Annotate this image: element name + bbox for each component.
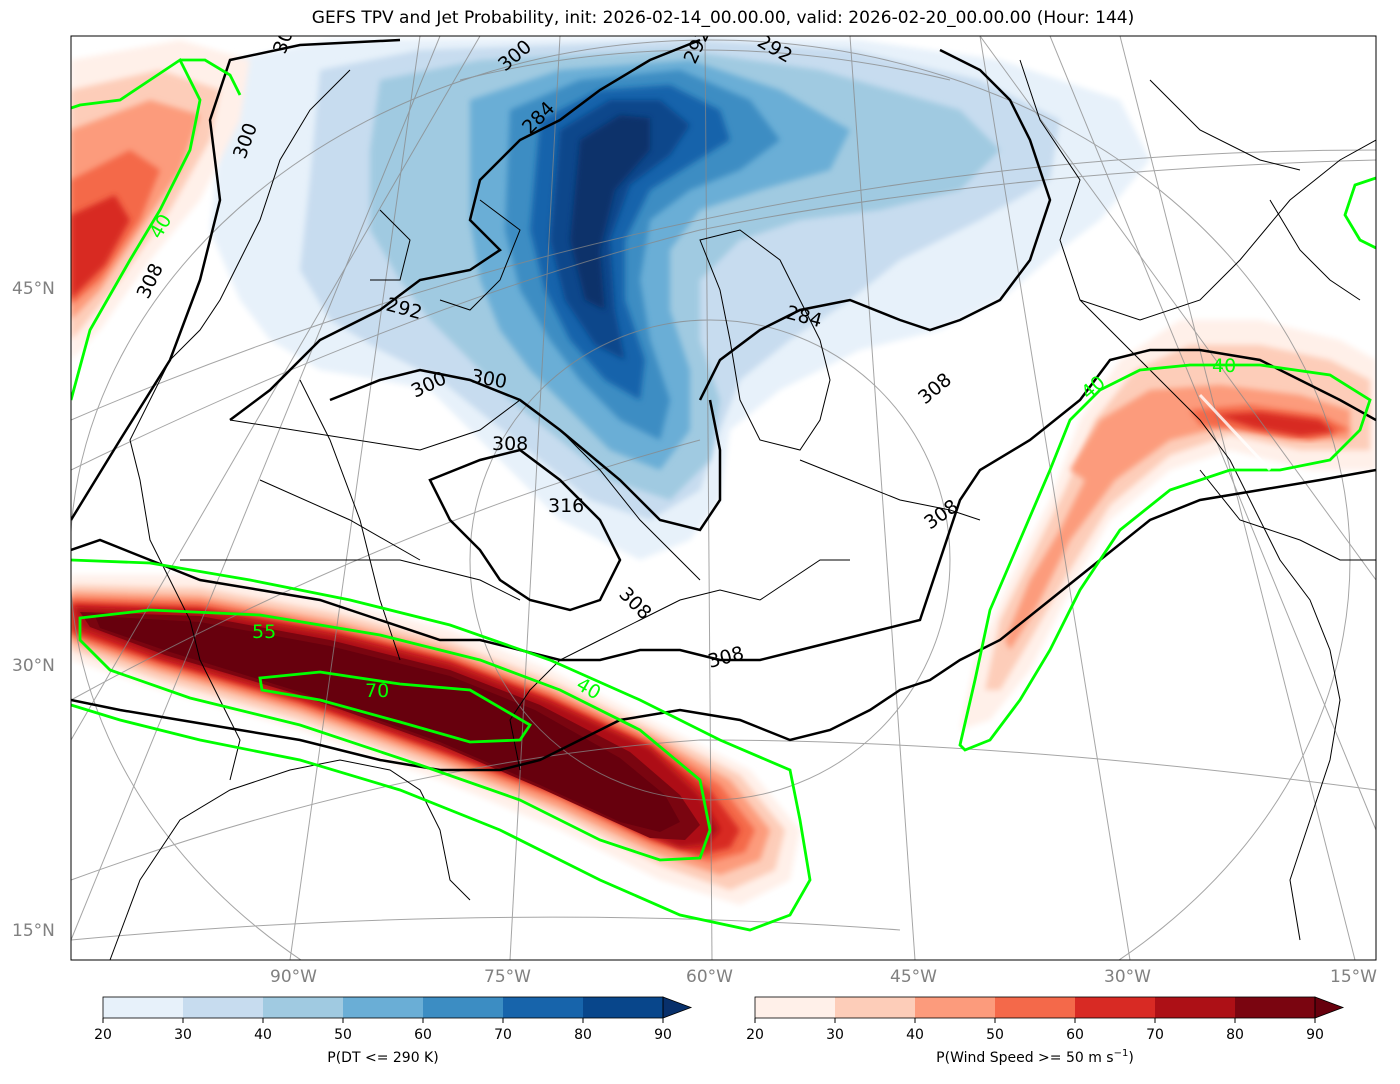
latitude-labels: 45°N 30°N 15°N [12,279,55,941]
colorbar-label: P(Wind Speed >= 50 m s−1) [936,1048,1134,1066]
coastlines [109,59,1376,960]
map-area: 300 300 308 284 292 292 300 300 308 316 … [71,36,1376,960]
colorbar-tick-label: 80 [574,1027,592,1043]
lon-label: 60°W [686,967,733,987]
jet-contour-40-atl [958,363,1372,752]
jet-contour-55-main [78,608,712,862]
jet-label: 40 [1212,355,1236,377]
colorbar-tick-label: 90 [654,1027,672,1043]
lon-label: 75°W [484,967,531,987]
lon-label: 15°W [1330,967,1377,987]
colorbar-extend-arrow [1314,996,1345,1019]
colorbar-tick-label: 90 [1306,1027,1324,1043]
colorbar-segment [583,997,664,1018]
theta-label: 308 [492,433,528,455]
colorbar-segment [1155,997,1236,1018]
colorbar-tick-label: 60 [414,1027,432,1043]
theta-contours [71,38,1376,772]
colorbar-tick-label: 80 [1226,1027,1244,1043]
colorbar-tick-label: 40 [906,1027,924,1043]
lat-label: 45°N [12,279,55,299]
colorbar-tick-label: 50 [986,1027,1004,1043]
colorbar-segment [183,997,264,1018]
colorbar-label: P(DT <= 290 K) [327,1050,438,1066]
tpv-colorbar: 20 30 40 50 60 70 80 90 P(DT <= 290 K) [94,996,693,1066]
map-title: GEFS TPV and Jet Probability, init: 2026… [311,8,1135,28]
lon-label: 45°W [890,967,937,987]
jet-contour-40-nw2 [180,58,242,96]
colorbar-tick-label: 70 [494,1027,512,1043]
colorbar-tick-label: 70 [1146,1027,1164,1043]
colorbar-frame [754,996,1316,1019]
lon-label: 30°W [1104,967,1151,987]
colorbar-segment [915,997,996,1018]
colorbar-segment [103,997,184,1018]
colorbar-segment [423,997,504,1018]
lat-label: 15°N [12,921,55,941]
jet-label: 70 [365,680,389,702]
colorbar-tick-label: 40 [254,1027,272,1043]
jet-band-90 [95,616,680,832]
jet-colorbar: 20 30 40 50 60 70 80 90 P(Wind Speed >= 50 m s−1… [746,996,1345,1066]
colorbar-segment [995,997,1076,1018]
jet-contour-70-main [258,670,532,744]
colorbar-tick-label: 20 [94,1027,112,1043]
colorbar-extend-arrow [662,996,693,1019]
map-frame [70,35,1377,961]
jet-contours [71,57,1376,932]
jet-label: 55 [252,621,276,643]
colorbar-tick-label: 60 [1066,1027,1084,1043]
colorbar-segment [263,997,344,1018]
lat-label: 30°N [12,656,55,676]
jet-contour-40-main [71,558,812,932]
atl-jet-band-40 [1005,385,1350,650]
colorbar-segment [1075,997,1156,1018]
atl-jet-band-60 [1215,412,1335,436]
jet-contour-40-nw [71,57,202,401]
tpv-band-90 [570,115,650,310]
colorbar-tick-label: 30 [174,1027,192,1043]
colorbar-tick-label: 50 [334,1027,352,1043]
colorbar-tick-label: 20 [746,1027,764,1043]
theta-label: 316 [548,495,584,517]
jet-probability-field [71,40,1376,905]
colorbar-segment [343,997,424,1018]
colorbar-segment [755,997,836,1018]
colorbar-tick-label: 30 [826,1027,844,1043]
tpv-probability-field [210,36,1150,560]
longitude-labels: 90°W 75°W 60°W 45°W 30°W 15°W [270,967,1377,987]
colorbar-frame [102,996,664,1019]
colorbar-segment [503,997,584,1018]
graticule [71,36,1376,960]
colorbar-segment [835,997,916,1018]
jet-contour-40-ne [1343,176,1376,250]
nw-jet-band-60 [71,195,130,300]
colorbar-segment [1235,997,1316,1018]
lon-label: 90°W [270,967,317,987]
